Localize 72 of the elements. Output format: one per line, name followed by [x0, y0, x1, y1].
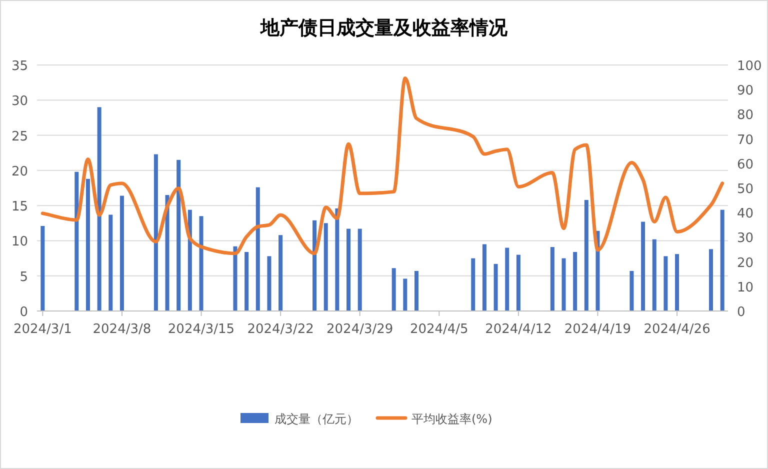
x-tick-label: 2024/3/22 — [247, 322, 314, 337]
bar — [584, 200, 588, 311]
y2-tick-label: 40 — [737, 206, 754, 222]
bar — [120, 196, 124, 311]
y-tick-label: 5 — [20, 270, 28, 285]
bar — [494, 264, 498, 311]
bar — [324, 223, 328, 311]
y-tick-label: 20 — [11, 164, 28, 180]
bar — [244, 252, 249, 311]
bar — [188, 210, 192, 311]
bar — [562, 258, 566, 311]
y2-tick-label: 70 — [737, 132, 754, 148]
bar — [278, 235, 283, 311]
bar — [664, 256, 668, 311]
bar — [641, 222, 646, 311]
x-tick-label: 2024/4/26 — [644, 322, 710, 337]
bar — [108, 214, 113, 311]
bar — [471, 258, 476, 311]
legend-label: 成交量（亿元） — [274, 412, 358, 426]
y-tick-label: 0 — [20, 305, 28, 320]
y-tick-label: 25 — [11, 129, 28, 144]
x-tick-label: 2024/4/5 — [410, 322, 468, 337]
bar — [482, 244, 486, 311]
bar — [403, 278, 408, 311]
legend-label: 平均收益率(%) — [412, 412, 492, 426]
x-tick-label: 2024/3/29 — [326, 322, 394, 337]
bar — [709, 249, 714, 311]
line-series — [40, 76, 724, 256]
bar — [176, 160, 181, 311]
x-tick-label: 2024/4/19 — [564, 322, 632, 337]
bar — [573, 252, 578, 311]
bar — [312, 220, 317, 311]
x-tick-label: 2024/3/1 — [13, 322, 72, 337]
bar — [233, 246, 238, 311]
bar — [97, 107, 102, 311]
bar — [199, 216, 204, 311]
y2-tick-label: 30 — [737, 231, 754, 246]
bar — [675, 254, 680, 311]
bar — [346, 228, 351, 311]
bar — [256, 187, 260, 311]
x-tick-label: 2024/3/8 — [92, 322, 152, 337]
bar — [392, 268, 396, 311]
bar — [652, 239, 656, 311]
y2-tick-label: 0 — [737, 305, 746, 320]
x-tick-label: 2024/4/12 — [485, 322, 552, 337]
bar — [267, 256, 272, 311]
bar — [630, 270, 634, 311]
bar — [358, 228, 362, 311]
y-tick-label: 10 — [11, 234, 28, 250]
bar — [516, 254, 520, 311]
chart-title: 地产债日成交量及收益率情况 — [260, 17, 508, 39]
bar — [74, 172, 79, 311]
bar — [154, 154, 158, 311]
y2-tick-label: 20 — [737, 256, 754, 271]
y2-tick-label: 10 — [737, 280, 754, 296]
bar — [720, 210, 724, 311]
bar — [335, 208, 340, 311]
x-tick-label: 2024/3/15 — [168, 322, 235, 337]
y-tick-label: 35 — [11, 59, 28, 74]
y-tick-label: 30 — [11, 94, 28, 110]
bar — [505, 248, 510, 311]
bar — [40, 226, 45, 311]
bar — [414, 270, 418, 311]
bar — [86, 178, 90, 311]
y2-tick-label: 90 — [737, 84, 754, 99]
y-tick-label: 15 — [11, 200, 28, 215]
y2-tick-label: 60 — [737, 157, 754, 172]
y2-tick-label: 100 — [737, 59, 762, 74]
bar — [550, 247, 554, 311]
y2-tick-label: 80 — [737, 108, 754, 124]
y2-tick-label: 50 — [737, 182, 754, 197]
bar — [165, 195, 170, 311]
